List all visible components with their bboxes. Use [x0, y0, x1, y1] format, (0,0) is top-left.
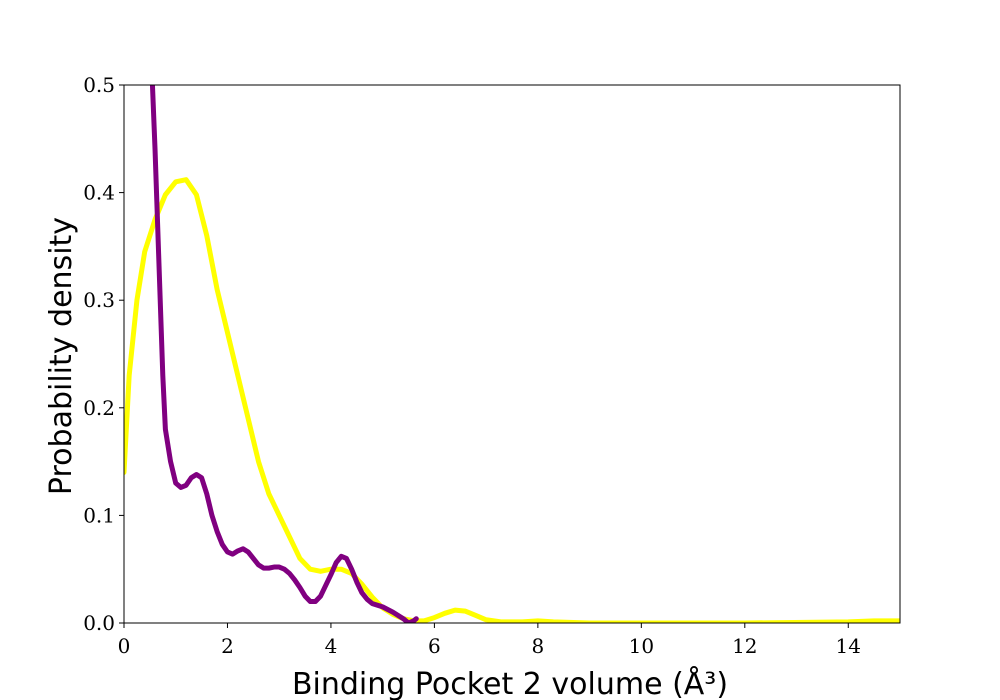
y-tick-label: 0.5 [83, 73, 115, 97]
x-tick-label: 4 [325, 634, 338, 658]
x-axis-title: Binding Pocket 2 volume (Å³) [292, 666, 728, 700]
x-tick-label: 0 [118, 634, 131, 658]
y-tick-label: 0.4 [83, 181, 115, 205]
y-axis-title: Probability density [44, 217, 79, 495]
x-tick-label: 8 [531, 634, 544, 658]
x-tick-label: 12 [732, 634, 757, 658]
x-tick-label: 14 [836, 634, 861, 658]
x-tick-label: 2 [221, 634, 234, 658]
x-axis-ticks: 0 2 4 6 8 10 12 14 [118, 623, 861, 658]
y-tick-label: 0.3 [83, 288, 115, 312]
y-tick-label: 0.2 [83, 396, 115, 420]
y-axis-ticks: 0.0 0.1 0.2 0.3 0.4 0.5 [83, 73, 124, 635]
x-tick-label: 6 [428, 634, 441, 658]
series-layer [124, 85, 900, 623]
y-tick-label: 0.1 [83, 503, 115, 527]
x-tick-label: 10 [629, 634, 654, 658]
plot-frame [123, 84, 901, 624]
series-line-1 [124, 177, 900, 623]
y-tick-label: 0.0 [83, 611, 115, 635]
series-line-2 [149, 85, 419, 623]
